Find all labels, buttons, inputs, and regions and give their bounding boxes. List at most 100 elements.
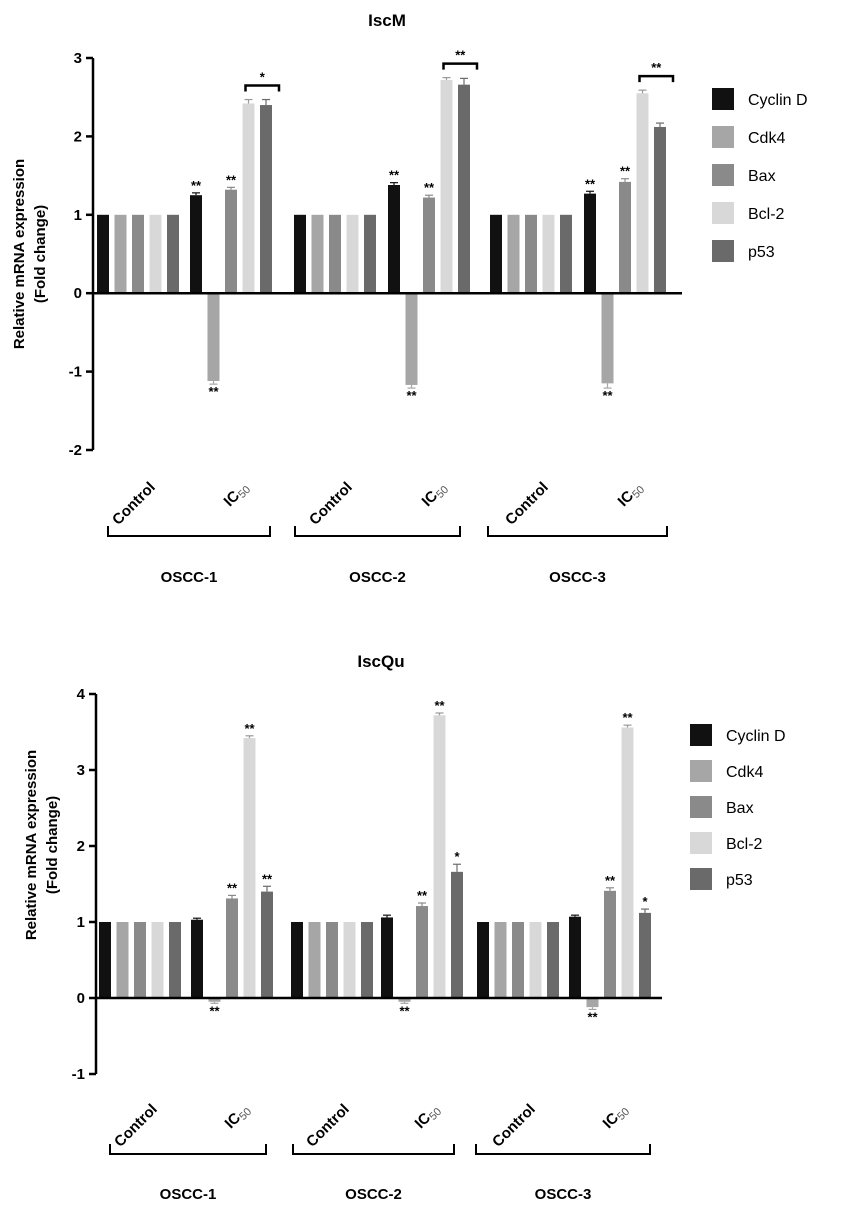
bar [560, 214, 572, 294]
group-bracket [109, 1144, 267, 1155]
significance-bracket [442, 62, 479, 70]
bar [477, 922, 489, 998]
bar [346, 214, 359, 294]
bar [329, 214, 341, 294]
legend-swatch [690, 796, 712, 818]
significance-label: ** [417, 888, 428, 903]
bar [149, 214, 162, 294]
bar [381, 917, 393, 998]
bar [169, 922, 181, 998]
y-axis-label: Relative mRNA expression [11, 159, 28, 349]
x-category-label: IC50 [221, 479, 254, 512]
bar [291, 922, 303, 998]
bar [440, 79, 453, 294]
legend-swatch [712, 88, 734, 110]
legend-label: p53 [726, 872, 753, 889]
legend-label: Cyclin D [726, 728, 786, 745]
chart-0: IscM Relative mRNA expression (Fold change… [11, 11, 808, 586]
group-label: OSCC-1 [161, 569, 218, 586]
bar [507, 214, 520, 294]
significance-label: ** [622, 710, 633, 725]
bar [260, 105, 272, 294]
bar [512, 922, 524, 998]
x-category-label: IC50 [600, 1101, 633, 1134]
chart-title: IscQu [357, 652, 404, 671]
x-category-label: Control [502, 479, 552, 529]
significance-label: ** [587, 1009, 598, 1024]
x-category-label: Control [489, 1101, 539, 1151]
group-label: OSCC-3 [549, 569, 606, 586]
bar [132, 214, 144, 294]
bar [490, 214, 502, 294]
bar [601, 293, 614, 384]
group-bracket [487, 526, 668, 537]
bar [294, 214, 306, 294]
significance-label: ** [244, 721, 255, 736]
y-tick-label: 0 [77, 990, 85, 1007]
bracket-label: * [260, 70, 266, 85]
bar [494, 922, 507, 998]
bar [364, 214, 376, 294]
bar [190, 195, 202, 294]
y-tick-label: 1 [74, 207, 82, 224]
significance-label: ** [209, 1003, 220, 1018]
legend-swatch [712, 202, 734, 224]
y-axis-label: Relative mRNA expression [23, 750, 40, 940]
legend-label: Bcl-2 [726, 836, 763, 853]
significance-label: ** [605, 873, 616, 888]
legend-swatch [690, 868, 712, 890]
legend-label: Bcl-2 [748, 206, 785, 223]
bar [586, 998, 599, 1008]
legend-label: Cdk4 [726, 764, 763, 781]
bar [114, 214, 127, 294]
significance-label: ** [399, 1003, 410, 1018]
bracket-label: ** [651, 60, 662, 75]
bar [151, 922, 164, 998]
y-tick-label: 2 [74, 128, 82, 145]
significance-label: ** [208, 384, 219, 399]
bar [308, 922, 321, 998]
bar [361, 922, 373, 998]
bar [525, 214, 537, 294]
legend-label: Cdk4 [748, 130, 785, 147]
legend-label: Bax [748, 168, 776, 185]
bar [225, 189, 237, 294]
group-label: OSCC-1 [160, 1186, 217, 1203]
y-axis-label-secondary: (Fold change) [32, 205, 49, 303]
x-category-label: IC50 [419, 479, 452, 512]
legend-swatch [690, 832, 712, 854]
significance-bracket [638, 74, 675, 83]
bar [311, 214, 324, 294]
group-label: OSCC-2 [345, 1186, 402, 1203]
y-tick-label: 3 [77, 762, 85, 779]
x-category-label: Control [303, 1101, 353, 1151]
y-tick-label: 3 [74, 50, 82, 67]
bar [405, 293, 418, 385]
legend-swatch [712, 164, 734, 186]
significance-label: ** [226, 172, 237, 187]
bar [416, 906, 428, 998]
significance-label: ** [602, 388, 613, 403]
bar [621, 727, 634, 998]
group-bracket [475, 1144, 651, 1155]
legend-label: p53 [748, 244, 775, 261]
bar [261, 891, 273, 998]
significance-label: ** [262, 871, 273, 886]
significance-label: ** [424, 180, 435, 195]
bar [191, 919, 203, 998]
group-bracket [107, 526, 271, 537]
bar [604, 890, 616, 998]
bar [451, 871, 463, 998]
x-category-label: Control [306, 479, 356, 529]
significance-label: ** [191, 178, 202, 193]
y-tick-label: -2 [69, 442, 82, 459]
significance-label: * [642, 894, 648, 909]
group-bracket [294, 526, 461, 537]
bar [99, 922, 111, 998]
legend-swatch [712, 126, 734, 148]
significance-bracket [244, 84, 281, 92]
x-category-label: IC50 [222, 1101, 255, 1134]
significance-label: ** [227, 880, 238, 895]
y-tick-label: -1 [69, 364, 82, 381]
legend-label: Bax [726, 800, 754, 817]
